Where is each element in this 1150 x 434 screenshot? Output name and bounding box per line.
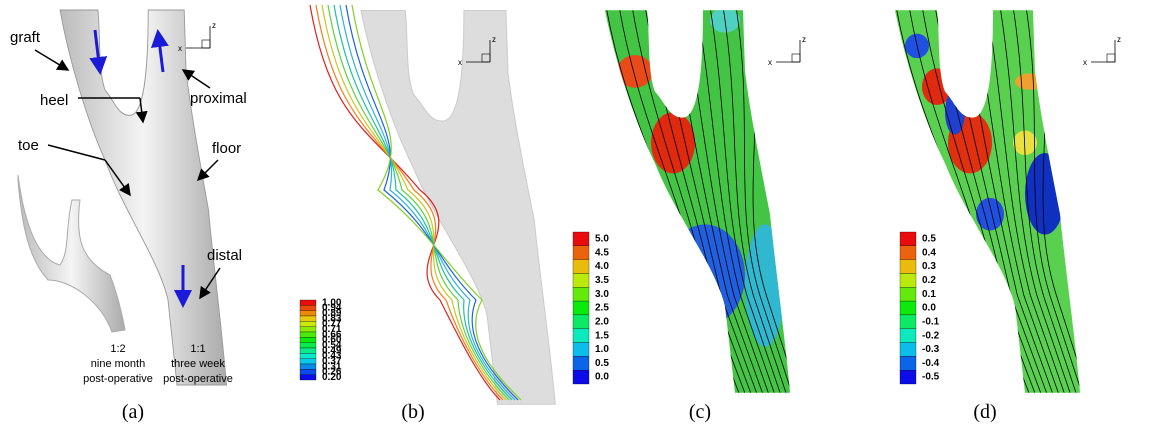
panel-b: (b) bbox=[310, 5, 555, 423]
axis-label: z bbox=[492, 35, 496, 44]
colorbar-swatch bbox=[900, 232, 916, 246]
vessel-render bbox=[60, 10, 227, 385]
colorbar-swatch bbox=[573, 232, 589, 246]
colorbar-swatch bbox=[900, 315, 916, 329]
annotation: floor bbox=[212, 140, 241, 157]
panel-label: (d) bbox=[973, 401, 996, 423]
colorbar-swatch bbox=[900, 370, 916, 384]
colorbar-swatch bbox=[900, 287, 916, 301]
axis-label: x bbox=[1083, 58, 1087, 67]
figure: graft heel toe proximal floor distal 1:2… bbox=[0, 0, 1150, 434]
panel-label: (c) bbox=[689, 401, 711, 423]
annotation: distal bbox=[207, 247, 242, 264]
colorbar-swatch bbox=[573, 287, 589, 301]
colorbar-label: 0.3 bbox=[922, 261, 936, 272]
colorbar-swatch bbox=[573, 301, 589, 315]
colorbar-swatch bbox=[900, 260, 916, 274]
colorbar-label: 3.0 bbox=[595, 289, 609, 300]
colorbar-label: -0.2 bbox=[922, 330, 940, 341]
colorbar-label: 0.2 bbox=[922, 275, 936, 286]
colorbar-label: 0.1 bbox=[922, 289, 936, 300]
axis-triad: zx bbox=[768, 35, 806, 67]
axis-label: z bbox=[802, 35, 806, 44]
colorbar-swatch bbox=[300, 305, 316, 310]
colorbar-swatch bbox=[573, 260, 589, 274]
axis-label: x bbox=[458, 58, 462, 67]
axis-box bbox=[202, 40, 210, 48]
colorbar-label: 2.5 bbox=[595, 303, 609, 314]
colorbar-swatch bbox=[573, 343, 589, 357]
colorbar-swatch bbox=[300, 359, 316, 364]
colorbar-label: -0.1 bbox=[922, 316, 940, 327]
colorbar-label: 0.5 bbox=[922, 234, 936, 245]
caption: 1:2 bbox=[110, 343, 125, 355]
colorbar-swatch bbox=[573, 370, 589, 384]
annotation: heel bbox=[40, 92, 68, 109]
colorbar-label: 5.0 bbox=[595, 234, 609, 245]
colorbar-label: 0.0 bbox=[922, 303, 936, 314]
colorbar-swatch bbox=[300, 332, 316, 337]
colorbar-swatch bbox=[573, 356, 589, 370]
colorbar-label: 1.5 bbox=[595, 330, 609, 341]
colorbar-label: -0.5 bbox=[922, 372, 940, 383]
axis-label: z bbox=[1117, 35, 1121, 44]
colorbar-label: 0.20 bbox=[322, 372, 342, 383]
colorbar-label: 2.0 bbox=[595, 316, 609, 327]
panel-a: graft heel toe proximal floor distal 1:2… bbox=[10, 10, 247, 423]
small-vessel bbox=[18, 175, 125, 332]
annotation: toe bbox=[18, 137, 39, 154]
caption: nine month bbox=[91, 358, 145, 370]
colorbar-label: 0.0 bbox=[595, 372, 609, 383]
axis-box bbox=[1107, 54, 1115, 62]
colorbar-swatch bbox=[900, 329, 916, 343]
colorbar-swatch bbox=[300, 343, 316, 348]
panel-label: (a) bbox=[122, 401, 144, 423]
colorbar-swatch bbox=[300, 337, 316, 342]
colorbar-swatch bbox=[573, 273, 589, 287]
colorbar-swatch bbox=[900, 343, 916, 357]
annotation: proximal bbox=[190, 90, 247, 107]
axis-triad: zx bbox=[1083, 35, 1121, 67]
colorbar-label: -0.3 bbox=[922, 344, 940, 355]
colorbar-label: -0.4 bbox=[922, 358, 940, 369]
colorbar-swatch bbox=[900, 246, 916, 260]
colorbar-swatch bbox=[300, 353, 316, 358]
axis-label: z bbox=[212, 21, 216, 30]
colorbar-label: 0.4 bbox=[922, 247, 936, 258]
colorbar-swatch bbox=[900, 301, 916, 315]
vessel-render bbox=[361, 11, 555, 405]
colorbar-swatch bbox=[900, 273, 916, 287]
colorbar-swatch bbox=[300, 311, 316, 316]
caption: post-operative bbox=[83, 373, 153, 385]
colorbar-swatch bbox=[300, 369, 316, 374]
colorbar-swatch bbox=[300, 364, 316, 369]
colorbar-swatch bbox=[573, 315, 589, 329]
annotation: graft bbox=[10, 29, 41, 46]
colorbar-swatch bbox=[300, 327, 316, 332]
colorbar-swatch bbox=[900, 356, 916, 370]
caption: three week bbox=[171, 358, 225, 370]
colorbar-label: 4.5 bbox=[595, 247, 609, 258]
axis-box bbox=[792, 54, 800, 62]
colorbar-swatch bbox=[573, 246, 589, 260]
colorbar-label: 3.5 bbox=[595, 275, 609, 286]
colorbar-label: 0.5 bbox=[595, 358, 609, 369]
axis-label: x bbox=[768, 58, 772, 67]
colorbar-swatch bbox=[300, 348, 316, 353]
colorbar-swatch bbox=[300, 375, 316, 380]
colorbar-swatch bbox=[300, 316, 316, 321]
panel-label: (b) bbox=[401, 401, 424, 423]
colorbar-swatch bbox=[300, 300, 316, 305]
axis-label: x bbox=[178, 44, 182, 53]
caption: 1:1 bbox=[190, 343, 205, 355]
colorbar-swatch bbox=[573, 329, 589, 343]
colorbar-swatch bbox=[300, 321, 316, 326]
colorbar-label: 1.0 bbox=[595, 344, 609, 355]
caption: post-operative bbox=[163, 373, 233, 385]
colorbar-label: 4.0 bbox=[595, 261, 609, 272]
